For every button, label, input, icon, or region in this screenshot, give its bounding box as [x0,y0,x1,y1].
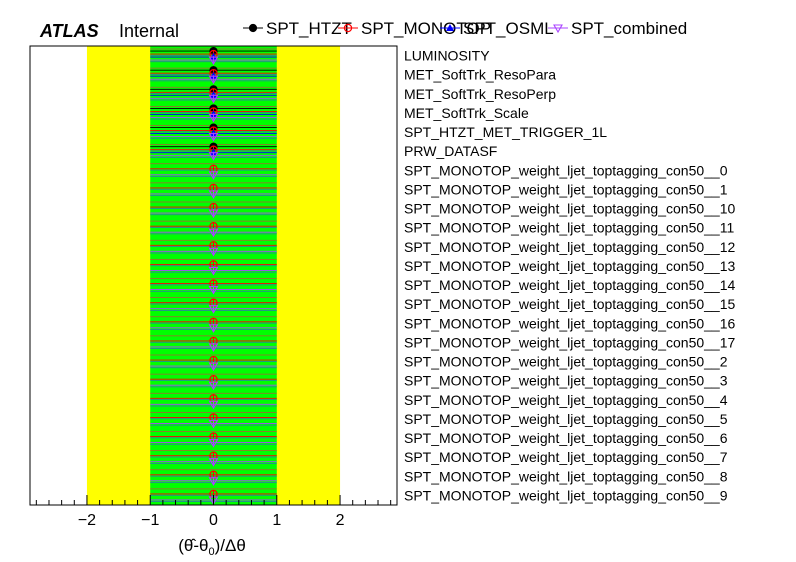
nuisance-parameter-label: SPT_MONOTOP_weight_ljet_toptagging_con50… [404,277,735,293]
nuisance-parameter-label: SPT_MONOTOP_weight_ljet_toptagging_con50… [404,181,728,197]
nuisance-parameter-label: SPT_MONOTOP_weight_ljet_toptagging_con50… [404,392,728,408]
legend-label: SPT_MONOTOP [361,19,491,38]
nuisance-parameter-label: SPT_MONOTOP_weight_ljet_toptagging_con50… [404,334,735,350]
data-point [208,247,219,257]
data-point [208,209,219,219]
data-point [208,477,219,486]
data-point [208,286,219,295]
nuisance-parameter-label: SPT_HTZT_MET_TRIGGER_1L [404,124,607,140]
x-axis-title: (θ̂-θ0)/Δθ [178,536,246,558]
nuisance-parameter-label: SPT_MONOTOP_weight_ljet_toptagging_con50… [404,411,728,427]
legend-marker [553,24,563,34]
legend-label: SPT_HTZT [266,19,352,38]
nuisance-parameter-label: SPT_MONOTOP_weight_ljet_toptagging_con50… [404,354,728,370]
data-point [208,324,219,333]
legend-marker [343,23,353,33]
nuisance-parameter-label: LUMINOSITY [404,48,490,64]
nuisance-parameter-label: SPT_MONOTOP_weight_ljet_toptagging_con50… [404,239,735,255]
nuisance-parameter-label: SPT_MONOTOP_weight_ljet_toptagging_con50… [404,258,735,274]
nuisance-parameter-label: MET_SoftTrk_Scale [404,105,529,121]
data-point [208,343,219,353]
data-point [208,113,219,123]
data-point [208,171,219,180]
x-tick-label: 0 [209,512,218,529]
status-label: Internal [119,21,179,41]
nuisance-parameter-label: SPT_MONOTOP_weight_ljet_toptagging_con50… [404,468,728,484]
legend-marker [446,24,454,31]
data-point [208,152,219,161]
x-tick-label: 2 [336,512,345,529]
data-point [208,228,219,238]
nuisance-parameter-label: SPT_MONOTOP_weight_ljet_toptagging_con50… [404,373,728,389]
data-point [208,305,219,314]
data-point [208,133,219,142]
data-point [208,362,219,372]
x-tick-label: −1 [141,512,159,529]
data-point [208,94,219,104]
data-point [208,266,219,276]
data-point [208,75,219,85]
data-point [208,400,219,410]
data-point [208,190,219,200]
data-point [208,381,219,391]
nuisance-parameter-label: SPT_MONOTOP_weight_ljet_toptagging_con50… [404,487,728,503]
x-axis: −2 −1 0 1 2 [35,495,392,529]
data-point [208,56,219,66]
series-SPT_combined [150,56,277,506]
data-point [208,419,219,429]
nuisance-parameter-label: SPT_MONOTOP_weight_ljet_toptagging_con50… [404,201,735,217]
nuisance-parameter-label: SPT_MONOTOP_weight_ljet_toptagging_con50… [404,220,734,236]
nuisance-parameter-label: SPT_MONOTOP_weight_ljet_toptagging_con50… [404,162,728,178]
x-tick-label: 1 [272,512,281,529]
legend-label: SPT_combined [571,19,687,38]
x-tick-label: −2 [78,512,96,529]
nuisance-parameter-label: SPT_MONOTOP_weight_ljet_toptagging_con50… [404,315,735,331]
nuisance-parameter-label: SPT_MONOTOP_weight_ljet_toptagging_con50… [404,296,735,312]
nuisance-parameter-label: SPT_MONOTOP_weight_ljet_toptagging_con50… [404,449,728,465]
nuisance-parameter-label: SPT_MONOTOP_weight_ljet_toptagging_con50… [404,430,728,446]
nuisance-parameter-label: MET_SoftTrk_ResoPerp [404,86,556,102]
data-point [208,439,219,448]
nuisance-parameter-label: MET_SoftTrk_ResoPara [404,67,556,83]
nuisance-parameter-labels: LUMINOSITY MET_SoftTrk_ResoPara MET_SoftTr… [404,48,735,504]
experiment-label: ATLAS [39,21,99,41]
legend-label: SPT_OSML [463,19,554,38]
data-points [150,46,277,506]
nuisance-parameter-label: PRW_DATASF [404,143,497,159]
legend-marker [248,23,258,33]
data-point [208,458,219,467]
